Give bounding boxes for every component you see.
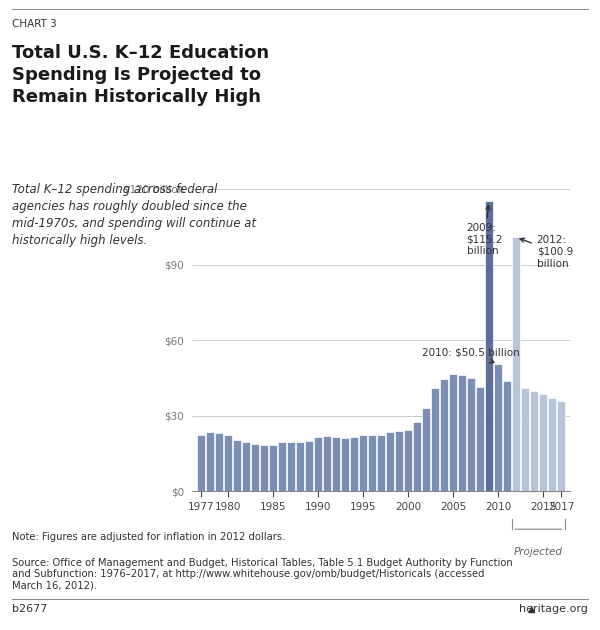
Bar [323, 436, 331, 491]
Text: 2010: $50.5 billion: 2010: $50.5 billion [421, 348, 519, 363]
Text: Note: Figures are adjusted for inflation in 2012 dollars.: Note: Figures are adjusted for inflation… [12, 532, 286, 542]
Bar [233, 440, 241, 491]
Bar [368, 435, 376, 491]
Bar [377, 435, 385, 491]
Bar [332, 437, 340, 491]
Bar [467, 378, 475, 491]
Bar [521, 388, 529, 491]
Bar [539, 394, 547, 491]
Bar [557, 401, 565, 491]
Text: Projected: Projected [514, 547, 563, 557]
Bar [386, 432, 394, 491]
Bar [359, 435, 367, 491]
Bar [350, 437, 358, 491]
Bar [197, 435, 205, 491]
Bar [548, 398, 556, 491]
Text: ▲: ▲ [528, 604, 536, 614]
Text: Total K–12 spending across federal
agencies has roughly doubled since the
mid-19: Total K–12 spending across federal agenc… [12, 183, 256, 247]
Bar [314, 437, 322, 491]
Bar [278, 442, 286, 491]
Text: Total U.S. K–12 Education
Spending Is Projected to
Remain Historically High: Total U.S. K–12 Education Spending Is Pr… [12, 44, 269, 106]
Bar [305, 441, 313, 491]
Text: 2012:
$100.9
billion: 2012: $100.9 billion [520, 236, 573, 268]
Text: CHART 3: CHART 3 [12, 19, 57, 29]
Bar [476, 387, 484, 491]
Bar [287, 442, 295, 491]
Bar [431, 388, 439, 491]
Text: Source: Office of Management and Budget, Historical Tables, Table 5.1 Budget Aut: Source: Office of Management and Budget,… [12, 558, 513, 591]
Text: 2009:
$115.2
billion: 2009: $115.2 billion [467, 205, 503, 256]
Bar [512, 237, 520, 491]
Bar [251, 444, 259, 491]
Bar [215, 433, 223, 491]
Bar [422, 408, 430, 491]
Bar [413, 422, 421, 491]
Bar [449, 374, 457, 491]
Bar [395, 431, 403, 491]
Bar [224, 435, 232, 491]
Bar [530, 391, 538, 491]
Bar [341, 438, 349, 491]
Bar [440, 379, 448, 491]
Bar [260, 445, 268, 491]
Bar [503, 381, 511, 491]
Bar [458, 375, 466, 491]
Bar [296, 442, 304, 491]
Bar [242, 442, 250, 491]
Bar [206, 432, 214, 491]
Text: heritage.org: heritage.org [519, 604, 588, 614]
Bar [485, 201, 493, 491]
Text: b2677: b2677 [12, 604, 47, 614]
Bar [269, 445, 277, 491]
Bar [404, 430, 412, 491]
Bar [494, 364, 502, 491]
